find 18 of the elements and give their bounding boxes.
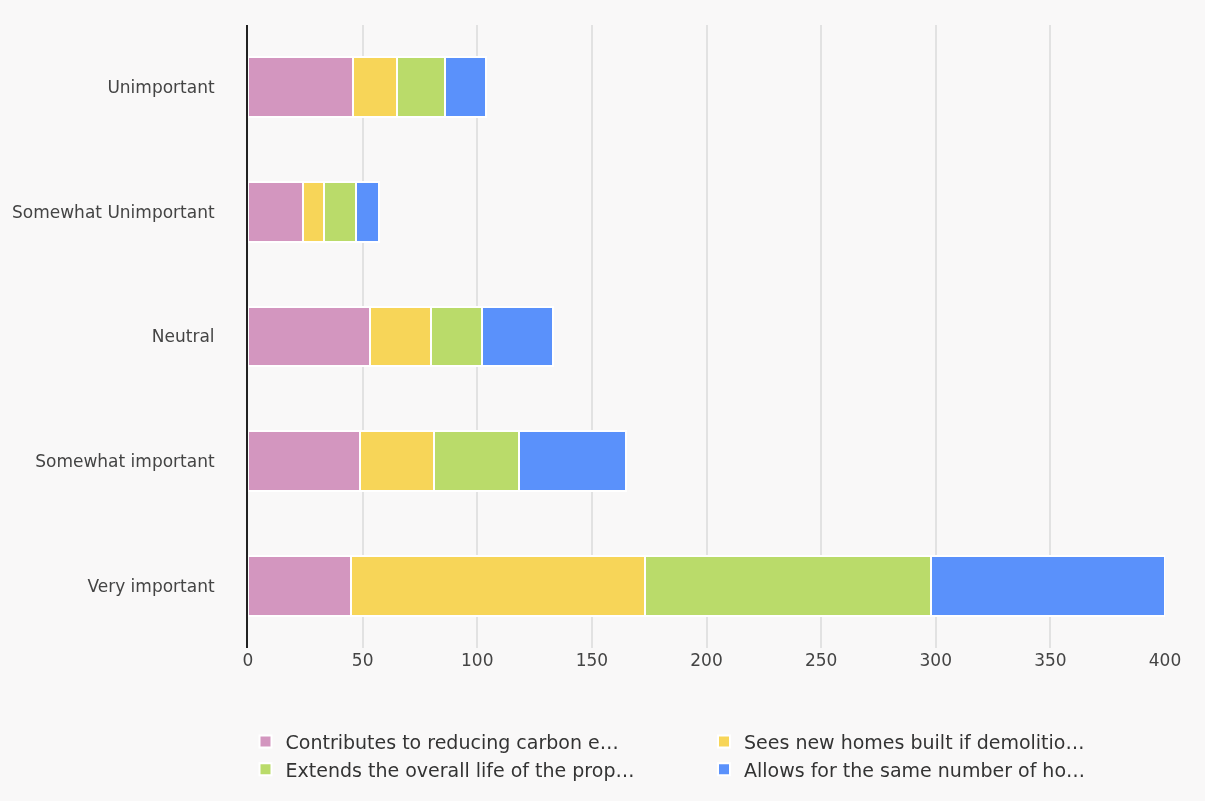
legend-label: Sees new homes built if demolitio… [744, 731, 1085, 754]
x-tick-label: 250 [804, 650, 838, 670]
y-tick-label: Very important [87, 575, 215, 596]
x-tick-label: 0 [242, 650, 254, 670]
x-tick-label: 150 [575, 650, 609, 670]
x-tick-label: 50 [351, 650, 374, 670]
x-tick-label: 200 [690, 650, 723, 670]
x-tick-label: 400 [1148, 650, 1182, 670]
legend-label: Extends the overall life of the prop… [285, 758, 635, 781]
y-tick-label: Somewhat Unimportant [12, 201, 215, 222]
y-tick-label: Somewhat important [35, 451, 215, 472]
y-tick-label: Unimportant [107, 77, 215, 98]
x-tick-label: 100 [461, 650, 494, 670]
legend-label: Contributes to reducing carbon e… [285, 731, 619, 754]
legend-label: Allows for the same number of ho… [744, 758, 1086, 781]
y-tick-label: Neutral [151, 326, 215, 347]
x-tick-label: 350 [1034, 650, 1067, 670]
x-tick-label: 300 [919, 650, 952, 670]
